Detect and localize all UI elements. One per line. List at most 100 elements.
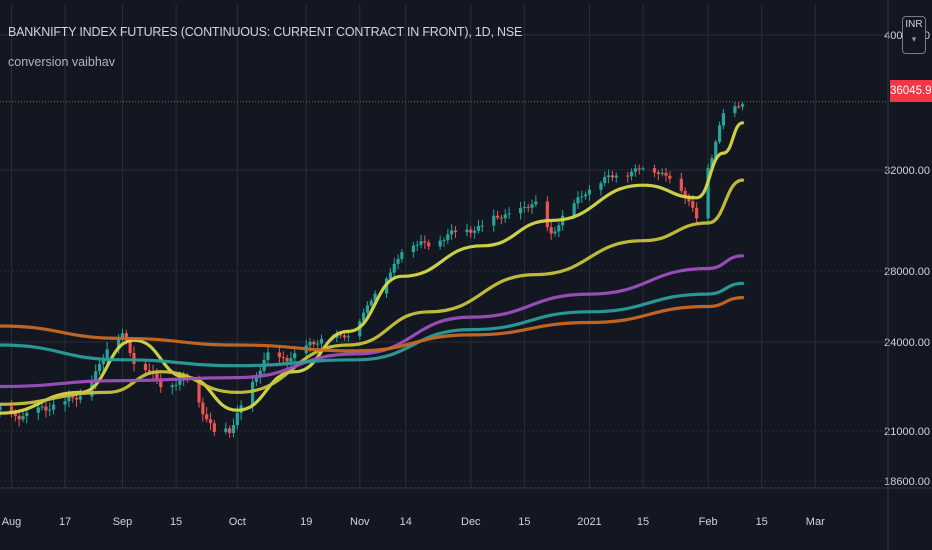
candle-body [21, 416, 25, 420]
candle-body [159, 379, 163, 388]
x-tick-label: Nov [350, 516, 370, 528]
candle-body [633, 168, 637, 172]
x-tick-label: 2021 [577, 516, 601, 528]
candle-body [664, 172, 668, 176]
candle-body [660, 172, 664, 175]
candle-body [205, 414, 209, 420]
candle-body [656, 172, 660, 175]
candle-body [476, 226, 481, 231]
candle-body [373, 293, 377, 301]
ma-line-4 [0, 281, 745, 368]
candle-body [584, 194, 588, 197]
candle-body [737, 106, 741, 108]
candle-body [235, 412, 239, 426]
x-tick-label: 17 [59, 516, 71, 528]
candle-body [603, 176, 607, 184]
candle-body [396, 258, 400, 264]
grid-lines [0, 4, 888, 488]
candle-body [710, 158, 714, 168]
candle-body [400, 252, 404, 259]
ma-line-5 [0, 296, 745, 353]
chart-title: BANKNIFTY INDEX FUTURES (CONTINUOUS: CUR… [8, 25, 523, 39]
candle-body [339, 334, 343, 336]
candle-body [610, 175, 615, 178]
candle-body [170, 385, 174, 388]
x-tick-label: Aug [2, 516, 22, 528]
candle-body [679, 178, 683, 191]
chevron-down-icon: ▾ [911, 34, 917, 44]
candle-body [714, 141, 718, 159]
candle-body [599, 183, 603, 190]
candle-body [427, 242, 431, 247]
candle-body [691, 201, 695, 208]
candle-body [277, 352, 282, 358]
candle-body [503, 214, 507, 219]
ma-line-1 [0, 121, 745, 415]
candle-body [495, 215, 500, 218]
candle-body [36, 407, 40, 413]
candle-body [419, 241, 423, 245]
x-tick-label: Mar [806, 516, 825, 528]
candle-body [40, 406, 44, 408]
candle-body [251, 381, 255, 406]
x-tick-label: Sep [113, 516, 133, 528]
candle-body [530, 204, 534, 208]
candle-body [224, 428, 228, 432]
candle-body [63, 401, 67, 405]
candle-body [721, 113, 726, 126]
moving-averages [0, 121, 745, 415]
candle-body [128, 339, 132, 353]
candle-body [124, 333, 128, 340]
candle-body [415, 244, 419, 246]
candle-body [13, 412, 17, 416]
candle-body [740, 104, 745, 107]
candle-body [572, 203, 576, 216]
candle-body [453, 230, 458, 233]
currency-selector[interactable]: INR ▾ [902, 16, 926, 54]
candle-body [254, 376, 259, 382]
candle-body [289, 358, 293, 362]
candle-body [717, 125, 722, 142]
x-tick-label: 15 [756, 516, 768, 528]
candle-body [534, 201, 538, 205]
x-tick-label: 15 [170, 516, 182, 528]
indicator-legend[interactable]: conversion vaibhav [8, 55, 116, 69]
candle-body [281, 357, 285, 359]
candle-body [44, 406, 48, 411]
candle-body [266, 352, 270, 361]
candle-body [580, 196, 584, 198]
candlesticks [0, 102, 745, 438]
candle-body [587, 189, 592, 195]
candle-body [438, 240, 442, 247]
candle-body [293, 353, 297, 359]
candle-body [365, 305, 370, 313]
candle-body [346, 336, 350, 338]
candle-body [576, 197, 580, 204]
candle-body [258, 370, 262, 377]
candle-body [480, 225, 484, 227]
currency-label: INR [905, 19, 923, 30]
candle-body [117, 337, 121, 350]
candle-body [78, 396, 82, 400]
candle-body [446, 234, 450, 241]
candle-body [465, 229, 469, 233]
x-tick-label: Feb [699, 516, 718, 528]
candle-body [473, 230, 477, 233]
y-tick-label: 21000.00 [884, 426, 930, 438]
candle-body [526, 206, 530, 208]
candle-body [553, 231, 557, 234]
x-tick-label: 15 [518, 516, 530, 528]
candle-body [143, 364, 148, 371]
candle-body [231, 425, 236, 433]
candle-body [626, 175, 630, 177]
candle-body [94, 371, 98, 383]
candle-body [442, 240, 446, 242]
candle-body [652, 168, 657, 173]
y-tick-label: 28000.00 [884, 266, 930, 278]
ma-line-2 [0, 178, 745, 406]
candle-body [17, 415, 21, 420]
candle-body [71, 396, 75, 398]
